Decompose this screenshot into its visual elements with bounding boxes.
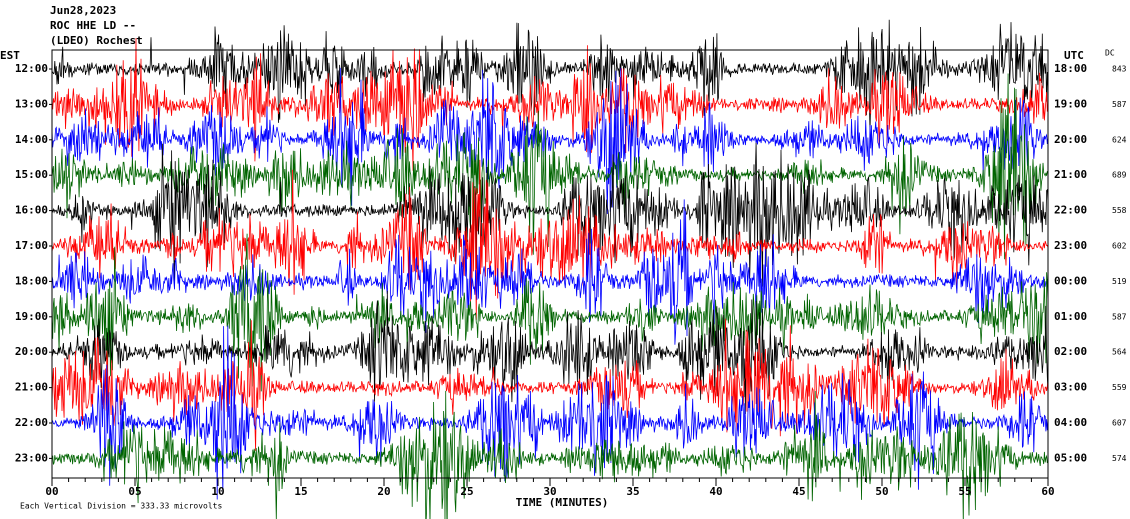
dc-value: 843	[1112, 65, 1127, 74]
utc-label: 22:00	[1054, 204, 1087, 217]
x-tick-label: 05	[128, 485, 141, 498]
est-label: 23:00	[15, 451, 48, 464]
dc-value: 587	[1112, 100, 1127, 109]
dc-value: 602	[1112, 242, 1127, 251]
footnote: Each Vertical Division = 333.33 microvol…	[20, 502, 222, 511]
title-line: (LDEO) Rochest	[50, 34, 143, 47]
utc-label: 03:00	[1054, 381, 1087, 394]
utc-label: 05:00	[1054, 451, 1087, 464]
traces	[51, 19, 1049, 519]
dc-label: DC	[1105, 49, 1115, 58]
trace	[51, 38, 1049, 171]
dc-value: 564	[1112, 348, 1127, 357]
dc-value: 587	[1112, 312, 1127, 321]
x-tick-label: 40	[709, 485, 722, 498]
utc-label: 23:00	[1054, 239, 1087, 252]
dc-value: 689	[1112, 171, 1127, 180]
x-tick-label: 55	[958, 485, 971, 498]
est-label: 21:00	[15, 381, 48, 394]
est-label: 22:00	[15, 416, 48, 429]
dc-value: 574	[1112, 454, 1127, 463]
est-label: 20:00	[15, 345, 48, 358]
trace	[51, 67, 1049, 215]
utc-label: 02:00	[1054, 345, 1087, 358]
est-label: 19:00	[15, 310, 48, 323]
utc-label: 04:00	[1054, 416, 1087, 429]
dc-value: 624	[1112, 135, 1127, 144]
dc-value: 559	[1112, 383, 1127, 392]
left-axis-label: EST	[0, 49, 20, 62]
utc-label: 20:00	[1054, 133, 1087, 146]
est-label: 17:00	[15, 239, 48, 252]
dc-value: 558	[1112, 206, 1127, 215]
x-tick-label: 30	[543, 485, 556, 498]
title-line: Jun28,2023	[50, 4, 116, 17]
dc-value: 519	[1112, 277, 1127, 286]
trace	[51, 318, 1049, 451]
trace	[51, 290, 1049, 415]
est-label: 18:00	[15, 274, 48, 287]
trace	[51, 233, 1049, 397]
est-label: 16:00	[15, 204, 48, 217]
utc-label: 01:00	[1054, 310, 1087, 323]
est-label: 12:00	[15, 62, 48, 75]
x-tick-label: 45	[792, 485, 805, 498]
est-label: 13:00	[15, 97, 48, 110]
trace	[51, 19, 1049, 133]
trace	[51, 325, 1049, 500]
x-tick-label: 20	[377, 485, 390, 498]
trace	[51, 390, 1049, 519]
dc-value: 607	[1112, 419, 1127, 428]
trace	[51, 159, 1049, 320]
x-tick-label: 15	[294, 485, 307, 498]
x-tick-label: 50	[875, 485, 888, 498]
x-tick-label: 25	[460, 485, 473, 498]
trace	[51, 199, 1049, 345]
right-axis-label: UTC	[1064, 49, 1084, 62]
utc-label: 19:00	[1054, 97, 1087, 110]
utc-label: 00:00	[1054, 274, 1087, 287]
x-tick-label: 00	[45, 485, 58, 498]
est-label: 15:00	[15, 168, 48, 181]
est-label: 14:00	[15, 133, 48, 146]
x-tick-label: 60	[1041, 485, 1054, 498]
utc-label: 21:00	[1054, 168, 1087, 181]
x-tick-label: 10	[211, 485, 224, 498]
trace	[51, 142, 1049, 287]
utc-label: 18:00	[1054, 62, 1087, 75]
trace	[51, 73, 1049, 260]
x-axis-label: TIME (MINUTES)	[516, 496, 609, 509]
title-line: ROC HHE LD --	[50, 19, 136, 32]
x-tick-label: 35	[626, 485, 639, 498]
